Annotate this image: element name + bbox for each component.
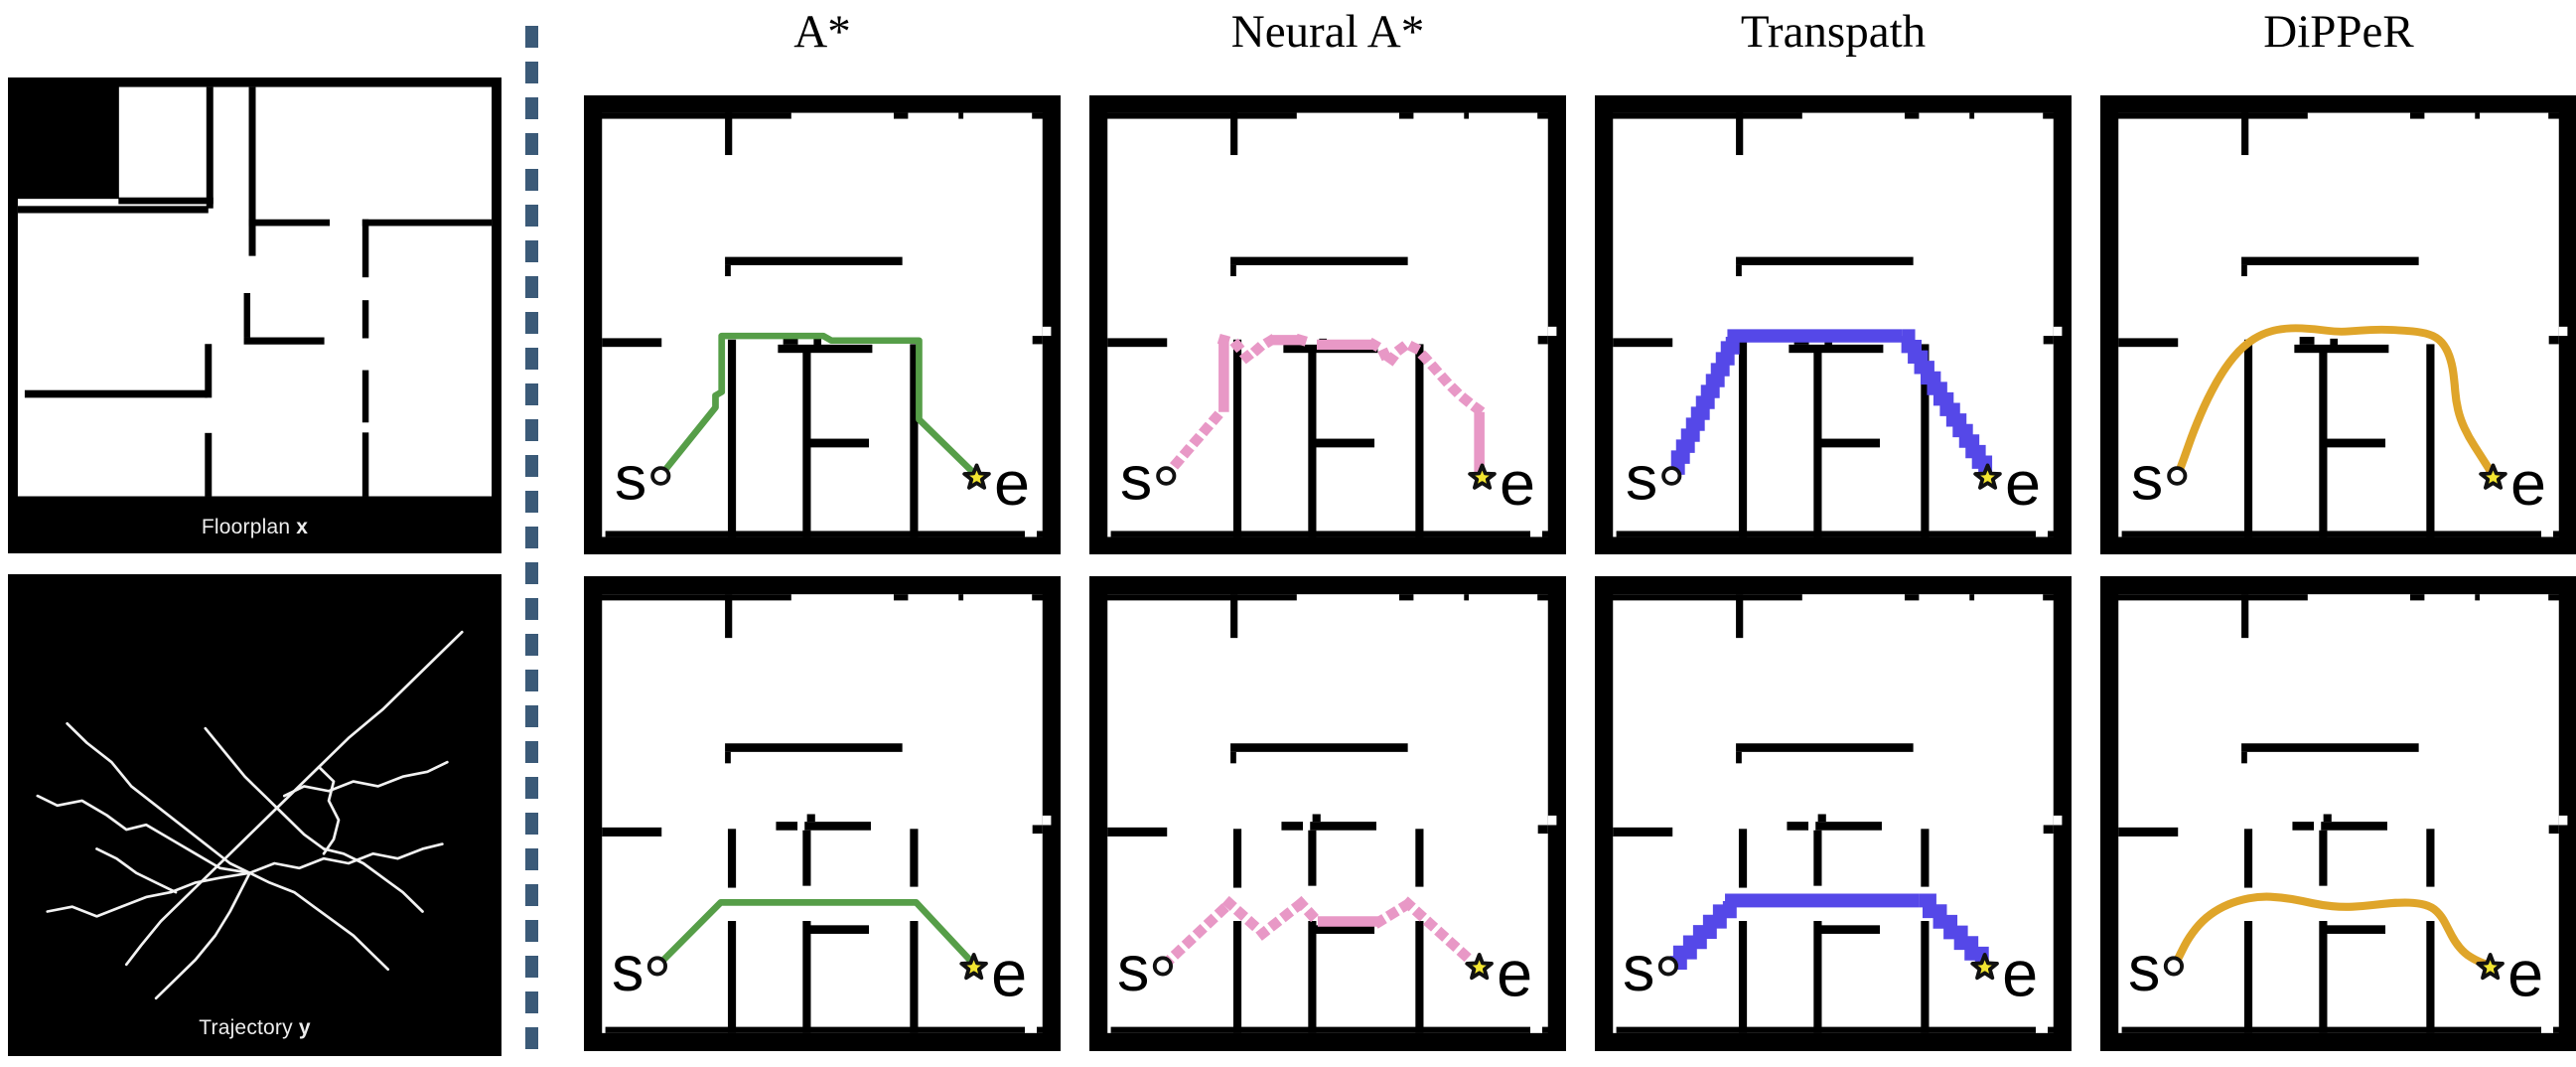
trajectory-line [322, 847, 424, 913]
floorplan-drawing [8, 77, 501, 553]
floorplan-label-text: Floorplan [201, 516, 297, 538]
path-segment-transpath [1901, 329, 1993, 473]
trajectory-label-var: y [298, 1016, 311, 1039]
path-segment-neural_astar [1366, 337, 1487, 417]
start-marker [1661, 466, 1682, 486]
dashed-column-divider [525, 26, 538, 1059]
trajectory-line [95, 847, 178, 894]
floorplan-label-var: x [296, 516, 309, 538]
trajectory-line [317, 765, 341, 855]
path-segment-neural_astar [1372, 896, 1416, 929]
start-marker [646, 956, 667, 977]
trajectory-label-text: Trajectory [199, 1016, 299, 1039]
trajectory-line [154, 871, 251, 1000]
path-segment-neural_astar [1255, 895, 1309, 941]
end-label: e [2005, 449, 2041, 519]
end-marker-star [1973, 463, 2002, 490]
floorplan-label: Floorplan x [8, 516, 501, 539]
path-segment-neural_astar [1294, 333, 1323, 351]
start-marker [2167, 466, 2188, 486]
path-segment-neural_astar [1400, 896, 1480, 970]
end-label: e [2002, 938, 2038, 1010]
path-segment-neural_astar [1160, 402, 1230, 481]
path-segment-neural_astar [1159, 895, 1237, 971]
start-label: s [612, 932, 644, 1004]
column-header-transpath: Transpath [1740, 6, 1927, 58]
end-label: e [994, 449, 1030, 519]
floorplan-image: Floorplan x [8, 77, 501, 553]
trajectory-image: Trajectory y [8, 574, 501, 1056]
path-segment-transpath [1919, 893, 1989, 965]
path-segment-dipper [2174, 324, 2495, 478]
column-header-dipper: DiPPeR [2263, 6, 2414, 58]
trajectory-line [36, 794, 251, 875]
start-label: s [615, 444, 646, 514]
start-marker [1657, 956, 1678, 977]
start-label: s [1120, 444, 1152, 514]
start-label: s [1626, 444, 1657, 514]
end-marker-star [1468, 463, 1497, 490]
start-label: s [2131, 444, 2163, 514]
end-marker-star [2479, 463, 2507, 490]
end-label: e [991, 938, 1027, 1010]
path-segment-transpath [1670, 337, 1740, 475]
path-segment-astar [656, 899, 978, 968]
end-label: e [1500, 449, 1535, 519]
path-segment-transpath [1669, 900, 1737, 971]
end-marker-star [962, 463, 991, 490]
path-segment-dipper [2171, 892, 2491, 969]
end-marker-star [1465, 953, 1494, 981]
trajectory-line [66, 722, 251, 875]
trajectory-drawing [8, 574, 501, 1056]
trajectory-label: Trajectory y [8, 1016, 501, 1040]
start-label: s [1623, 932, 1654, 1004]
start-label: s [1117, 932, 1149, 1004]
path-segment-neural_astar [1293, 895, 1324, 928]
column-header-neural-a: Neural A* [1230, 6, 1425, 58]
end-marker-star [959, 953, 988, 981]
trajectory-line [46, 871, 251, 918]
start-marker [2163, 956, 2184, 977]
column-header-a: A* [793, 6, 851, 58]
trajectory-line [248, 871, 390, 972]
path-segment-neural_astar [1216, 333, 1278, 364]
start-marker [650, 466, 671, 486]
start-marker [1156, 466, 1177, 486]
trajectory-line [204, 726, 326, 850]
path-segment-astar [659, 332, 978, 477]
end-label: e [1497, 938, 1532, 1010]
end-marker-star [1970, 953, 1999, 981]
end-marker-star [2476, 953, 2504, 981]
start-label: s [2128, 932, 2160, 1004]
end-label: e [2510, 449, 2546, 519]
trajectory-line [124, 630, 464, 967]
trajectory-line [248, 842, 444, 875]
end-label: e [2507, 938, 2543, 1010]
trajectory-line [282, 760, 449, 798]
start-marker [1152, 956, 1173, 977]
